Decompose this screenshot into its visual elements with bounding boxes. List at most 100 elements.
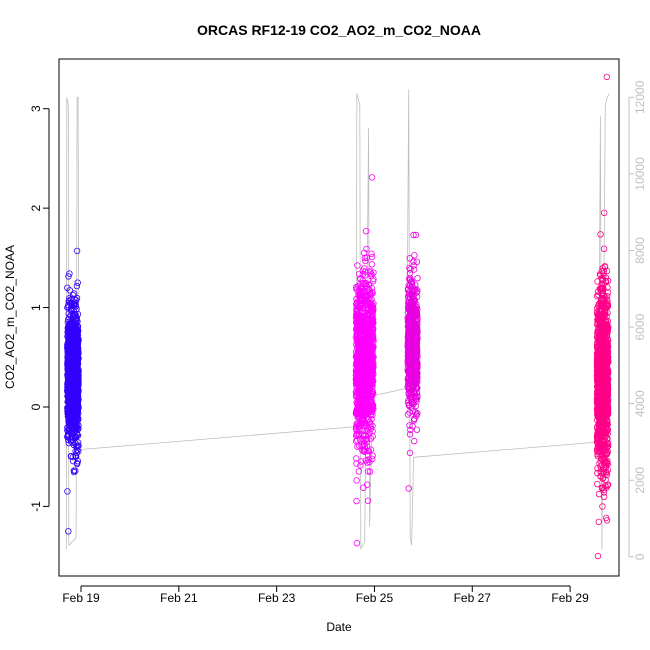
data-point [405,397,412,404]
data-point [353,540,361,547]
data-point [594,353,601,360]
data-point [408,377,415,384]
data-point [368,250,375,257]
data-point [364,340,372,347]
data-point [356,270,363,278]
data-point [595,399,602,406]
data-point [364,459,371,466]
data-point [352,376,360,383]
data-point [594,552,602,560]
data-point [65,358,72,365]
data-point [65,273,72,280]
data-point [413,286,420,293]
data-point [598,308,605,315]
data-point [67,363,74,371]
data-point [597,473,604,480]
data-point [72,399,79,407]
data-point [366,468,374,475]
data-point [603,349,610,357]
data-point [75,366,82,373]
data-point [599,367,606,374]
data-point [365,336,372,343]
data-point [73,247,81,255]
data-point [71,327,79,335]
data-point [600,267,607,275]
data-point [72,440,79,447]
data-point [603,342,610,349]
data-point [600,245,608,252]
data-point [367,435,375,442]
data-point [601,311,609,319]
data-point [594,374,602,382]
data-point [598,338,606,345]
x-tick-label: Feb 27 [454,591,492,605]
x-tick-label: Feb 23 [258,591,296,605]
data-point [71,365,78,372]
data-point [69,433,77,440]
data-point [367,423,374,430]
data-point [411,394,419,401]
data-point [413,385,421,392]
data-point [601,263,609,270]
data-point [73,459,81,467]
data-point [368,285,376,292]
data-point [64,284,71,291]
data-point [357,389,364,396]
data-point [370,364,377,371]
data-point [595,333,602,340]
data-point [413,426,421,433]
y2-tick-label: 10000 [633,157,647,191]
data-point [369,353,376,360]
data-point [597,231,604,238]
data-point [412,371,419,378]
data-point [359,427,366,434]
data-point [66,418,73,425]
data-point [408,279,415,286]
data-point [595,490,603,498]
data-point [414,275,421,282]
data-point [66,270,73,277]
data-point [73,282,81,290]
data-point [363,301,370,309]
y2-tick-label: 8000 [633,237,647,264]
data-point [603,449,611,456]
data-point [368,174,376,181]
data-point [364,497,372,504]
data-point [74,359,81,366]
data-point [603,429,610,436]
data-point [596,409,604,416]
data-point [407,346,414,353]
data-point [369,411,376,419]
data-point [363,323,370,330]
y-tick-label: 3 [29,105,43,112]
data-point [359,356,366,363]
data-point [356,379,364,387]
data-point [603,378,610,385]
data-point [360,249,368,256]
data-point [366,306,373,314]
data-point [410,364,417,371]
data-point [369,302,377,309]
data-point [73,414,80,421]
data-point [369,455,376,463]
data-point [74,439,82,446]
data-point [599,420,606,428]
data-point [364,389,372,396]
data-point [67,341,74,349]
data-point [598,390,605,398]
x-tick-label: Feb 19 [62,591,100,605]
data-point [68,305,75,312]
data-point [601,450,608,457]
data-point [597,423,604,430]
data-point [405,384,413,392]
data-point [357,295,364,302]
data-point [71,311,79,318]
axes-layer: Feb 19 Feb 21 Feb 23 Feb 25 Feb 27 Feb 29 -1 0 1… [29,58,647,605]
data-point [66,370,73,377]
data-point [597,319,604,326]
data-point [64,488,71,495]
data-point [359,296,366,304]
data-point [411,437,418,445]
data-point [594,308,601,315]
